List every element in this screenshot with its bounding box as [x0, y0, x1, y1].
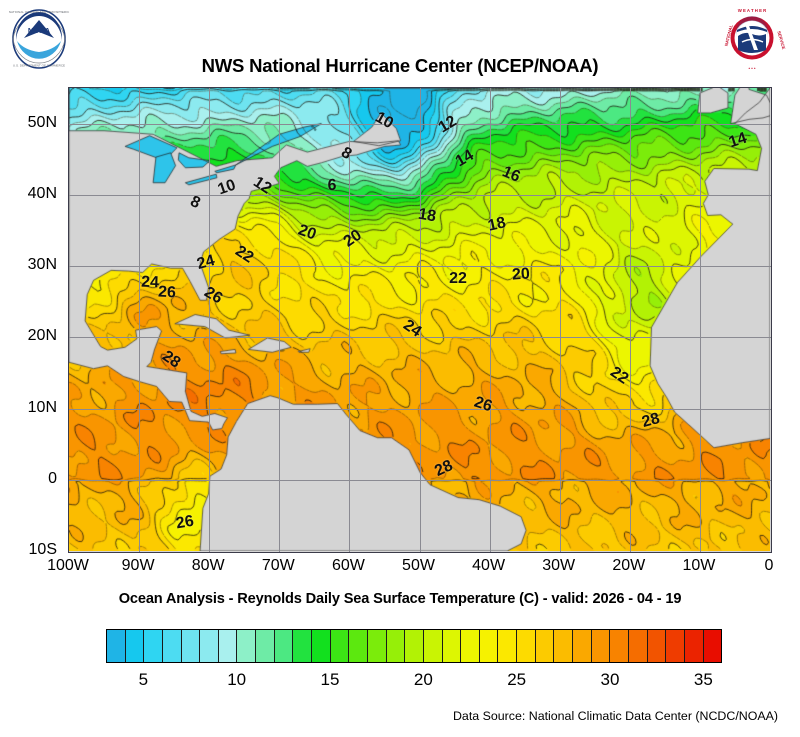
colorbar-band	[554, 630, 574, 662]
x-axis-label: 20W	[612, 557, 646, 574]
svg-text:NATIONAL: NATIONAL	[724, 24, 734, 47]
colorbar-band	[162, 630, 182, 662]
colorbar[interactable]	[106, 629, 722, 663]
page-title: NWS National Hurricane Center (NCEP/NOAA…	[201, 55, 599, 76]
graticule-parallel	[69, 479, 771, 481]
colorbar-band	[181, 630, 201, 662]
contour-label: 24	[140, 273, 159, 292]
colorbar-band	[144, 630, 163, 662]
graticule-meridian	[349, 88, 351, 552]
colorbar-tick-label: 5	[138, 670, 149, 689]
graticule-meridian	[419, 88, 421, 552]
graticule-parallel	[69, 123, 771, 125]
x-axis-label: 50W	[402, 557, 435, 574]
contour-label: 18	[416, 205, 437, 226]
svg-text:NOAA: NOAA	[28, 26, 51, 35]
colorbar-band	[293, 630, 313, 662]
noaa-logo: NOAA U.S. DEPARTMENT OF COMMERCE NATIONA…	[8, 8, 70, 70]
contour-label: 26	[174, 512, 195, 532]
x-axis-label: 100W	[47, 557, 89, 574]
colorbar-tick-label: 20	[413, 670, 433, 689]
colorbar-band	[405, 630, 424, 662]
graticule-parallel	[69, 337, 771, 339]
colorbar-band	[200, 630, 219, 662]
x-axis-label: 90W	[121, 557, 155, 574]
colorbar-band	[666, 630, 685, 662]
svg-text:U.S. DEPARTMENT OF COMMERCE: U.S. DEPARTMENT OF COMMERCE	[13, 63, 65, 67]
colorbar-tick-label: 35	[693, 670, 713, 689]
contour-label: 22	[449, 269, 467, 287]
colorbar-band	[256, 630, 275, 662]
colorbar-band	[386, 630, 406, 662]
colorbar-band	[610, 630, 629, 662]
graticule-meridian	[629, 88, 631, 552]
colorbar-band	[442, 630, 462, 662]
colorbar-band	[423, 630, 443, 662]
colorbar-band	[535, 630, 555, 662]
svg-text:W E A T H E R: W E A T H E R	[738, 8, 767, 13]
colorbar-tick-labels: 5 10 15 20 25 30 35	[106, 663, 722, 693]
nws-logo: W E A T H E R • • • NATIONAL SERVICE	[718, 6, 786, 74]
x-axis-label: 60W	[331, 557, 365, 574]
x-axis-label: 70W	[261, 557, 295, 574]
contour-label: 26	[157, 283, 177, 302]
colorbar-band	[591, 630, 611, 662]
graticule-parallel	[69, 194, 771, 196]
colorbar-tick-label: 15	[320, 670, 340, 689]
colorbar-band	[684, 630, 704, 662]
graticule-parallel	[69, 266, 771, 268]
y-axis-label: 10S	[28, 541, 57, 558]
x-axis-label: 80W	[191, 557, 225, 574]
colorbar-band	[703, 630, 722, 662]
x-axis-label: 0	[764, 557, 774, 574]
colorbar-band	[628, 630, 648, 662]
colorbar-band	[274, 630, 294, 662]
colorbar-band	[367, 630, 387, 662]
graticule-meridian	[209, 88, 211, 552]
colorbar-tick-label: 10	[227, 670, 247, 689]
colorbar-tick-label: 25	[507, 670, 527, 689]
y-axis-label: 0	[48, 469, 57, 487]
colorbar-band	[107, 630, 126, 662]
svg-text:SERVICE: SERVICE	[776, 30, 786, 50]
graticule-meridian	[489, 88, 491, 552]
graticule-meridian	[559, 88, 561, 552]
colorbar-tick-label: 30	[600, 670, 620, 689]
x-axis-label: 30W	[542, 557, 576, 574]
colorbar-band	[573, 630, 592, 662]
svg-text:NATIONAL OCEANIC AND ATMOSPHER: NATIONAL OCEANIC AND ATMOSPHERIC	[9, 10, 70, 14]
graticule-meridian	[279, 88, 281, 552]
svg-text:• • •: • • •	[749, 66, 756, 71]
x-axis-label: 40W	[472, 557, 506, 574]
graticule-meridian	[699, 88, 701, 552]
colorbar-band	[461, 630, 480, 662]
colorbar-band	[237, 630, 257, 662]
colorbar-band	[349, 630, 368, 662]
y-axis-label: 10N	[27, 398, 57, 416]
map-caption: Ocean Analysis - Reynolds Daily Sea Surf…	[118, 591, 682, 607]
colorbar-band	[125, 630, 145, 662]
colorbar-band	[517, 630, 536, 662]
colorbar-band	[330, 630, 350, 662]
colorbar-bands	[106, 629, 722, 663]
colorbar-band	[498, 630, 518, 662]
x-axis-label: 10W	[682, 557, 716, 574]
graticule-meridian	[139, 88, 141, 552]
colorbar-band	[647, 630, 667, 662]
colorbar-band	[479, 630, 499, 662]
y-axis-label: 50N	[27, 113, 57, 131]
colorbar-band	[218, 630, 238, 662]
y-axis-label: 30N	[27, 256, 57, 274]
y-axis-label: 20N	[27, 327, 57, 345]
contour-label: 20	[511, 265, 531, 284]
colorbar-band	[312, 630, 331, 662]
contour-label: 6	[327, 176, 337, 194]
graticule-parallel	[69, 408, 771, 410]
data-source-note: Data Source: National Climatic Data Cent…	[452, 709, 778, 723]
y-axis-label: 40N	[27, 184, 57, 202]
sst-map-plot[interactable]: 10 12 14 8 14 16 10 12 6 8 18 18 20 20 22 24 22 20 24 26 26 2…	[68, 87, 772, 553]
